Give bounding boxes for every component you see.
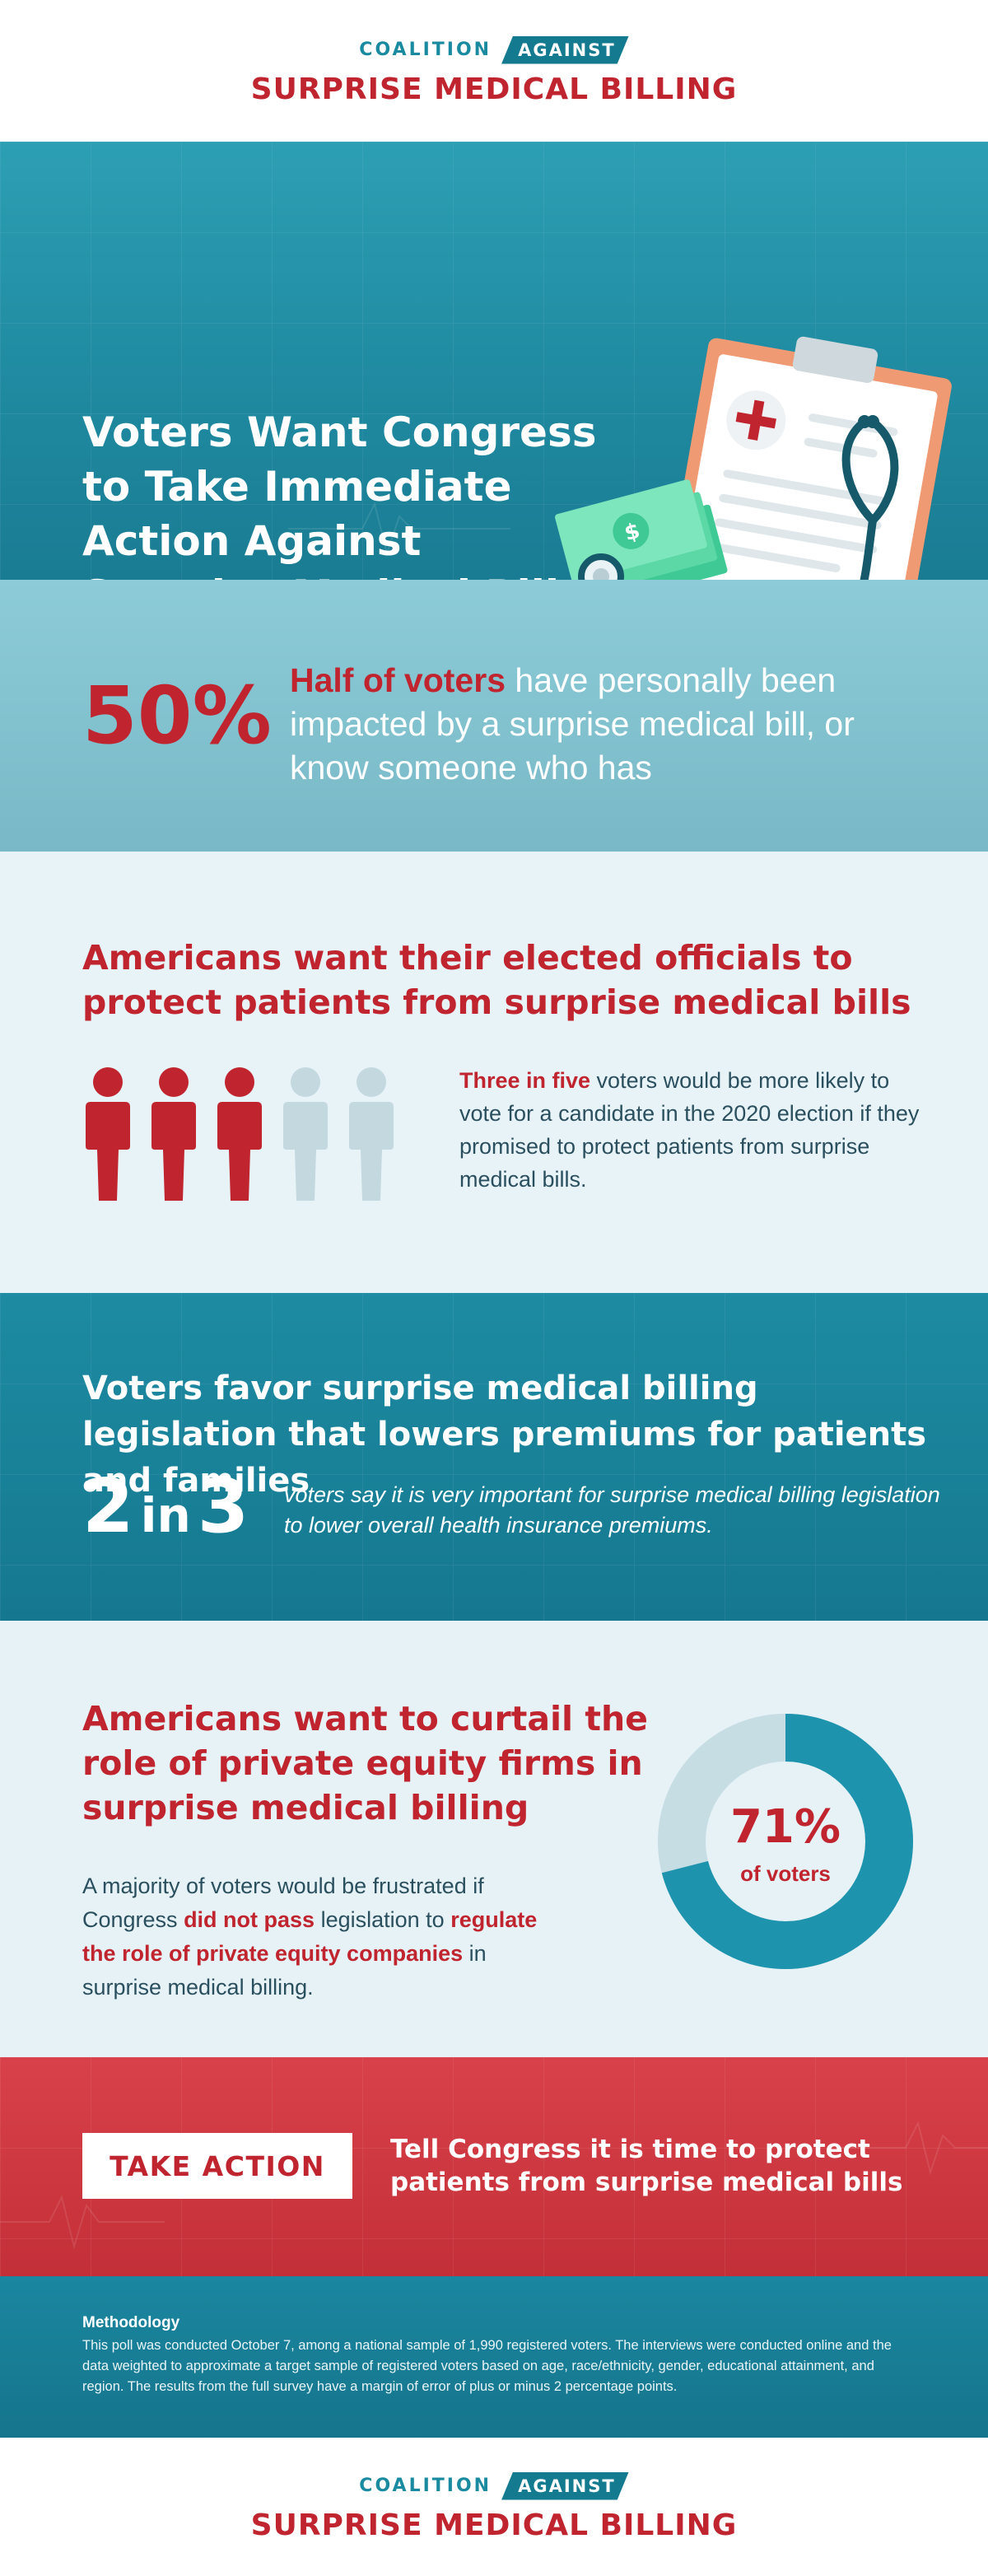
premiums-ratio: 2 in3 bbox=[82, 1466, 249, 1548]
stat-body: have personally been impacted by a surpr… bbox=[290, 661, 855, 786]
heartbeat-line-icon bbox=[288, 502, 510, 557]
person-icon-highlighted bbox=[86, 1067, 130, 1201]
person-icon bbox=[349, 1067, 394, 1201]
action-heartbeat-icon bbox=[0, 2121, 988, 2250]
premiums-heading-part2: premiums for patients and families bbox=[82, 1416, 927, 1500]
donut-value: 71% bbox=[729, 1800, 841, 1854]
equity-highlight-1: did not pass bbox=[184, 1907, 315, 1932]
equity-text-part3: in surprise medical billing. bbox=[82, 1941, 487, 2000]
hero-section: Voters Want Congress to Take Immediate A… bbox=[0, 142, 988, 580]
premiums-heading: Voters favor surprise medical billing le… bbox=[82, 1365, 939, 1504]
stat-text: Half of voters have personally been impa… bbox=[290, 659, 940, 790]
take-action-section: TAKE ACTION Tell Congress it is time to … bbox=[0, 2057, 988, 2276]
footer-logo-name: SURPRISE MEDICAL BILLING bbox=[250, 2508, 738, 2542]
premiums-section: Voters favor surprise medical billing le… bbox=[0, 1293, 988, 1621]
action-text: Tell Congress it is time to protect pati… bbox=[390, 2135, 903, 2197]
hero-title: Voters Want Congress to Take Immediate A… bbox=[82, 408, 597, 580]
footer-logo-coalition-text: COALITION bbox=[359, 2476, 492, 2496]
footer-logo-against-badge: AGAINST bbox=[501, 2472, 629, 2500]
stat-section: 50% Half of voters have personally been … bbox=[0, 580, 988, 852]
premiums-ratio-in: in bbox=[140, 1487, 191, 1543]
premiums-grid-background bbox=[0, 1293, 988, 1621]
methodology-text: This poll was conducted October 7, among… bbox=[82, 2338, 892, 2394]
stat-value: 50% bbox=[82, 670, 272, 762]
person-icon-highlighted bbox=[151, 1067, 196, 1201]
premiums-text: voters say it is very important for surp… bbox=[284, 1482, 940, 1538]
equity-text-part2: legislation to bbox=[315, 1907, 451, 1932]
header-logo: COALITION AGAINST SURPRISE MEDICAL BILLI… bbox=[0, 0, 988, 142]
equity-section: Americans want to curtail the role of pr… bbox=[0, 1621, 988, 2057]
people-icon-row bbox=[82, 1067, 397, 1201]
footer-logo-top-row: COALITION AGAINST bbox=[359, 2472, 628, 2500]
donut-label: of voters bbox=[740, 1861, 831, 1886]
donut-chart bbox=[658, 1714, 913, 1969]
logo-coalition-text: COALITION bbox=[359, 40, 492, 60]
equity-text: A majority of voters would be frustrated… bbox=[82, 1869, 543, 2004]
equity-text-part1: A majority of voters would be frustrated… bbox=[82, 1874, 484, 1932]
person-icon bbox=[283, 1067, 328, 1201]
equity-heading: Americans want to curtail the role of pr… bbox=[82, 1699, 648, 1827]
methodology-section: Methodology This poll was conducted Octo… bbox=[0, 2276, 988, 2438]
logo-top-row: COALITION AGAINST bbox=[359, 36, 628, 64]
officials-heading: Americans want their elected officials t… bbox=[82, 938, 911, 1022]
premiums-ratio-num2: 3 bbox=[197, 1463, 249, 1550]
methodology-title: Methodology bbox=[82, 2314, 180, 2331]
officials-highlight: Three in five bbox=[459, 1068, 591, 1093]
officials-body: voters would be more likely to vote for … bbox=[459, 1068, 920, 1192]
donut-arc bbox=[658, 1714, 913, 1969]
logo-name: SURPRISE MEDICAL BILLING bbox=[250, 72, 738, 106]
premiums-ratio-num1: 2 bbox=[82, 1463, 134, 1550]
clipboard-stethoscope-illustration: $ $ bbox=[555, 336, 952, 580]
officials-section: Americans want their elected officials t… bbox=[0, 852, 988, 1293]
stethoscope-icon bbox=[598, 418, 899, 580]
premiums-heading-part1: Voters favor surprise medical billing le… bbox=[82, 1370, 758, 1454]
stat-highlight: Half of voters bbox=[290, 661, 506, 699]
logo-against-badge: AGAINST bbox=[501, 36, 629, 64]
equity-highlight-2: regulate the role of private equity comp… bbox=[82, 1907, 538, 1966]
premiums-heading-bold: lowers bbox=[377, 1416, 500, 1454]
take-action-button[interactable]: TAKE ACTION bbox=[82, 2133, 352, 2199]
officials-text: Three in five voters would be more likel… bbox=[459, 1064, 920, 1196]
footer-logo: COALITION AGAINST SURPRISE MEDICAL BILLI… bbox=[0, 2438, 988, 2576]
person-icon-highlighted bbox=[217, 1067, 262, 1201]
